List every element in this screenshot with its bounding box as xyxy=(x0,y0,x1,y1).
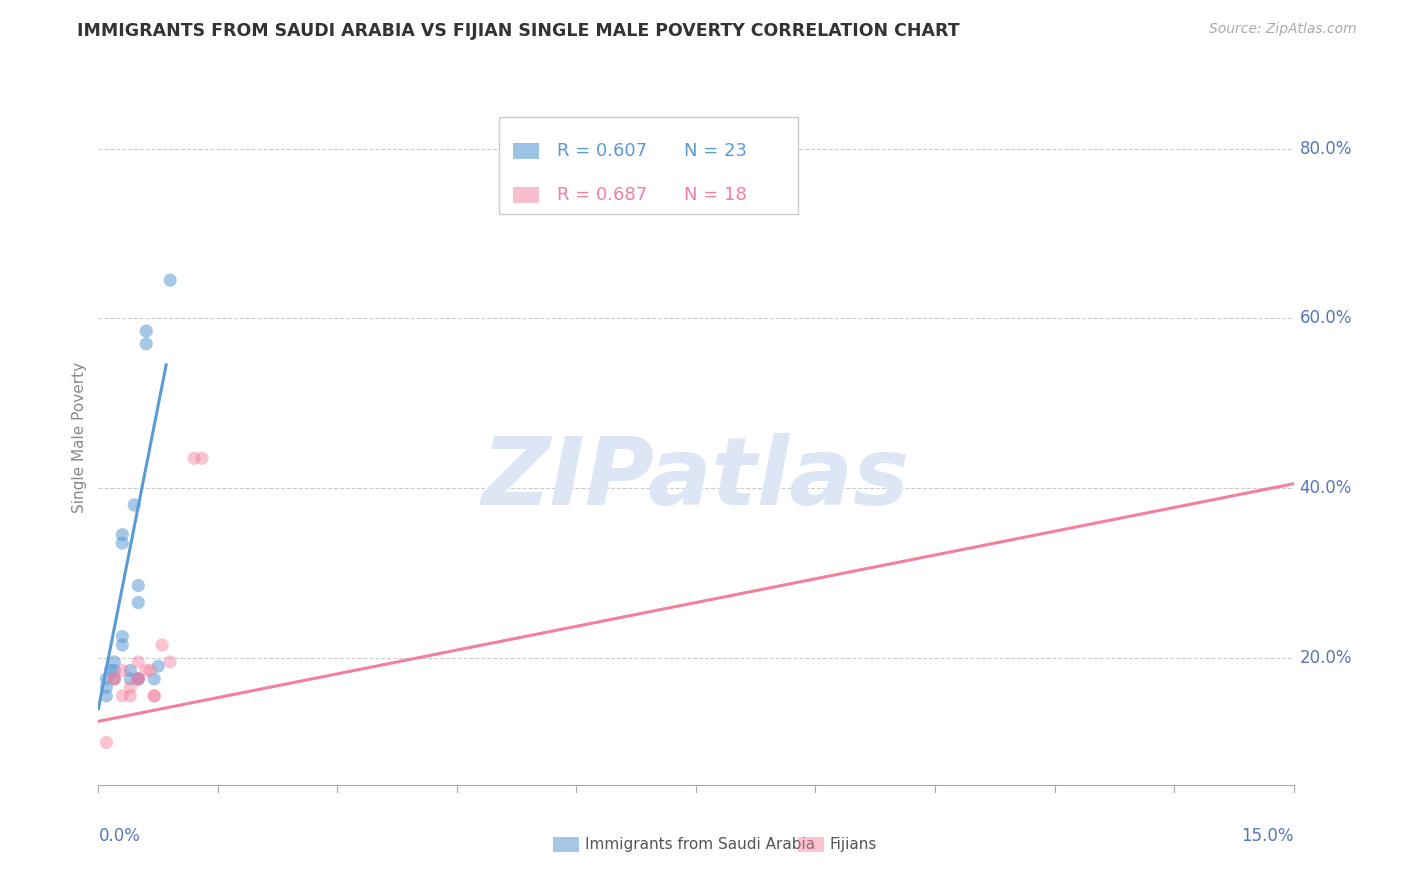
Point xyxy=(127,655,149,669)
Text: N = 23: N = 23 xyxy=(685,142,747,161)
Point xyxy=(96,681,118,695)
Point xyxy=(103,672,125,686)
Point xyxy=(143,672,166,686)
FancyBboxPatch shape xyxy=(499,117,797,214)
Point xyxy=(96,689,118,703)
Point xyxy=(98,664,122,678)
Point xyxy=(103,655,125,669)
Point xyxy=(111,689,134,703)
Point xyxy=(143,689,166,703)
Text: 20.0%: 20.0% xyxy=(1299,648,1353,666)
Text: R = 0.687: R = 0.687 xyxy=(557,186,648,204)
FancyBboxPatch shape xyxy=(513,144,540,159)
Point xyxy=(127,672,149,686)
Point xyxy=(150,638,173,652)
Y-axis label: Single Male Poverty: Single Male Poverty xyxy=(72,361,87,513)
Point xyxy=(127,595,149,609)
Point xyxy=(111,536,134,550)
Point xyxy=(139,664,162,678)
Point xyxy=(103,664,125,678)
Text: Source: ZipAtlas.com: Source: ZipAtlas.com xyxy=(1209,22,1357,37)
Point xyxy=(127,672,149,686)
Point xyxy=(120,664,142,678)
Point xyxy=(96,672,118,686)
Point xyxy=(159,655,181,669)
Text: 80.0%: 80.0% xyxy=(1299,139,1353,158)
Point xyxy=(135,336,157,351)
Point xyxy=(127,672,149,686)
Point xyxy=(96,735,118,749)
Point xyxy=(135,324,157,338)
Point xyxy=(120,689,142,703)
Point xyxy=(120,672,142,686)
Text: N = 18: N = 18 xyxy=(685,186,747,204)
Point xyxy=(124,498,146,512)
Text: R = 0.607: R = 0.607 xyxy=(557,142,648,161)
Point xyxy=(111,527,134,541)
Point xyxy=(127,578,149,592)
Point xyxy=(183,451,205,466)
Text: 60.0%: 60.0% xyxy=(1299,310,1353,327)
FancyBboxPatch shape xyxy=(513,187,540,202)
Text: 15.0%: 15.0% xyxy=(1241,827,1294,845)
Point xyxy=(143,689,166,703)
Text: IMMIGRANTS FROM SAUDI ARABIA VS FIJIAN SINGLE MALE POVERTY CORRELATION CHART: IMMIGRANTS FROM SAUDI ARABIA VS FIJIAN S… xyxy=(77,22,960,40)
Text: 40.0%: 40.0% xyxy=(1299,479,1353,497)
Text: ZIPatlas: ZIPatlas xyxy=(482,433,910,524)
Point xyxy=(103,672,125,686)
Text: Immigrants from Saudi Arabia: Immigrants from Saudi Arabia xyxy=(585,837,815,852)
Point xyxy=(135,664,157,678)
Point xyxy=(120,681,142,695)
Point xyxy=(103,672,125,686)
Point xyxy=(111,630,134,644)
Point xyxy=(111,664,134,678)
FancyBboxPatch shape xyxy=(553,837,579,853)
FancyBboxPatch shape xyxy=(797,837,824,853)
Point xyxy=(127,672,149,686)
Text: 0.0%: 0.0% xyxy=(98,827,141,845)
Point xyxy=(111,638,134,652)
Text: Fijians: Fijians xyxy=(830,837,877,852)
Point xyxy=(148,659,170,673)
Point xyxy=(159,273,181,287)
Point xyxy=(191,451,214,466)
